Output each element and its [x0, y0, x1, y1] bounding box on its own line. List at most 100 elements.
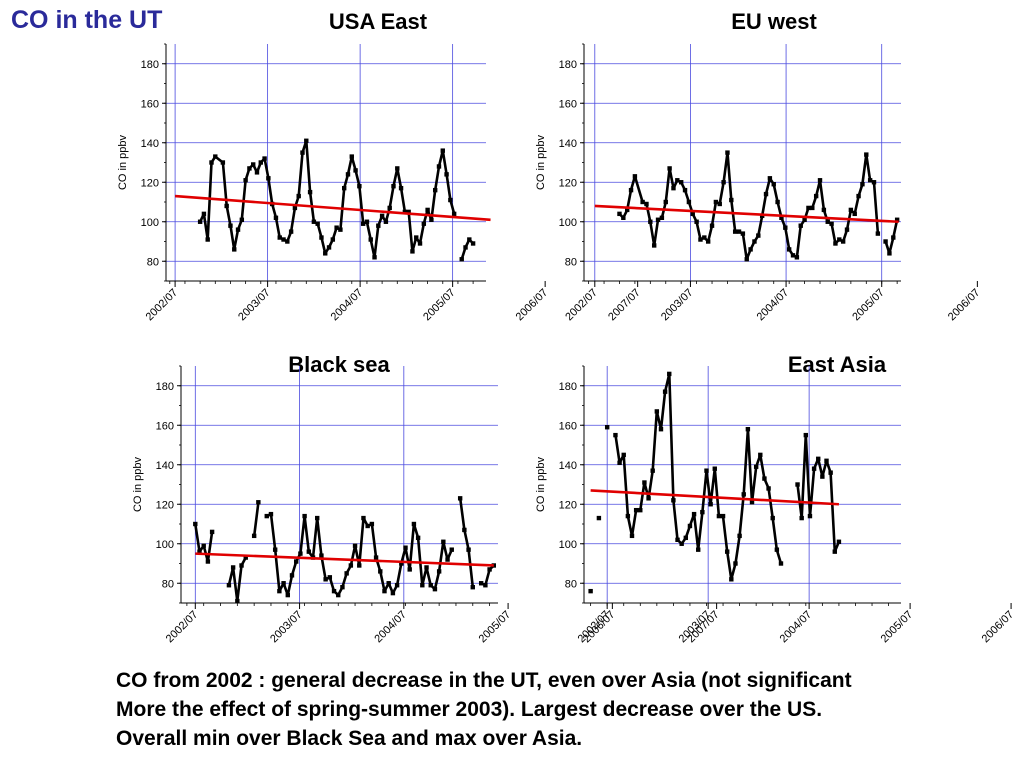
data-point [428, 583, 433, 588]
y-tick-label: 120 [559, 177, 577, 189]
data-point [254, 170, 260, 175]
data-point [810, 205, 815, 211]
data-point [756, 233, 761, 238]
y-tick-label: 100 [156, 539, 174, 551]
data-point [277, 235, 282, 240]
y-tick-label: 120 [156, 499, 174, 511]
x-tick-label: 2004/07 [778, 609, 815, 646]
data-point [258, 160, 263, 165]
data-point [226, 583, 232, 588]
data-point [402, 209, 408, 215]
y-tick-label: 80 [147, 256, 159, 268]
data-point [748, 247, 753, 252]
data-point [813, 193, 819, 199]
data-point [197, 549, 202, 554]
data-point [658, 427, 664, 432]
data-point [713, 199, 719, 205]
data-point [243, 555, 248, 560]
data-point [779, 215, 784, 220]
data-point [331, 588, 337, 594]
data-point [411, 521, 417, 527]
data-point [399, 561, 404, 566]
data-point [403, 545, 408, 550]
x-tick-label: 2005/07 [879, 609, 916, 646]
data-point [753, 464, 759, 469]
data-point [319, 553, 324, 558]
data-point [277, 588, 282, 594]
data-point [621, 452, 626, 458]
data-point [268, 511, 274, 517]
data-point [390, 590, 396, 596]
data-point [832, 549, 837, 554]
y-tick-label: 160 [559, 420, 577, 432]
data-point [783, 225, 788, 230]
data-point [281, 581, 286, 586]
data-point [696, 547, 701, 552]
data-point [302, 513, 307, 519]
series-line [252, 502, 260, 537]
data-point [732, 229, 738, 234]
trend-line [195, 552, 494, 567]
data-point [220, 160, 226, 165]
data-point [721, 180, 726, 185]
data-point [771, 182, 776, 187]
data-point [825, 219, 830, 224]
y-tick-label: 180 [559, 59, 577, 71]
data-point [262, 156, 267, 161]
data-point [304, 138, 309, 143]
data-point [352, 543, 358, 548]
data-point [837, 237, 842, 242]
y-tick-label: 180 [141, 59, 159, 71]
y-tick-label: 80 [565, 578, 577, 590]
data-point [767, 176, 773, 181]
data-point [894, 217, 900, 222]
data-point [663, 199, 668, 205]
data-point [230, 565, 236, 570]
data-point [341, 185, 347, 191]
data-point [298, 551, 303, 556]
data-point [415, 535, 421, 541]
x-tick-label: 2006/07 [980, 609, 1017, 646]
data-point [763, 191, 769, 197]
data-point [387, 205, 392, 211]
data-point [833, 241, 838, 246]
data-point [386, 581, 391, 586]
caption-line-1: CO from 2002 : general decrease in the U… [116, 669, 852, 692]
data-point [247, 166, 252, 171]
data-point [629, 533, 635, 539]
data-point [659, 215, 665, 220]
trend-line [594, 204, 899, 224]
data-point [642, 480, 647, 485]
trend-line [175, 194, 491, 222]
data-point [632, 174, 638, 179]
data-point [451, 211, 457, 217]
y-axis-label: CO in ppbv [117, 134, 129, 190]
data-point [466, 547, 471, 552]
data-point [795, 482, 800, 487]
data-point [816, 456, 821, 462]
data-point [650, 468, 655, 473]
data-point [487, 567, 492, 572]
data-point [820, 474, 825, 479]
data-point [436, 164, 442, 169]
data-point [462, 527, 467, 533]
data-point [292, 205, 298, 211]
data-point [679, 541, 684, 546]
data-point [307, 189, 313, 195]
data-point [678, 180, 684, 185]
grid [181, 366, 498, 603]
data-point [790, 253, 796, 258]
data-point [420, 583, 425, 588]
data-point [654, 409, 660, 414]
data-point [368, 237, 373, 242]
data-point [251, 162, 256, 167]
trend-line [590, 489, 839, 506]
data-point [802, 217, 807, 222]
data-point [775, 199, 780, 205]
data-point [667, 166, 672, 171]
data-point [875, 231, 881, 236]
data-point [821, 207, 827, 213]
data-point [436, 569, 442, 574]
data-point [625, 513, 631, 519]
